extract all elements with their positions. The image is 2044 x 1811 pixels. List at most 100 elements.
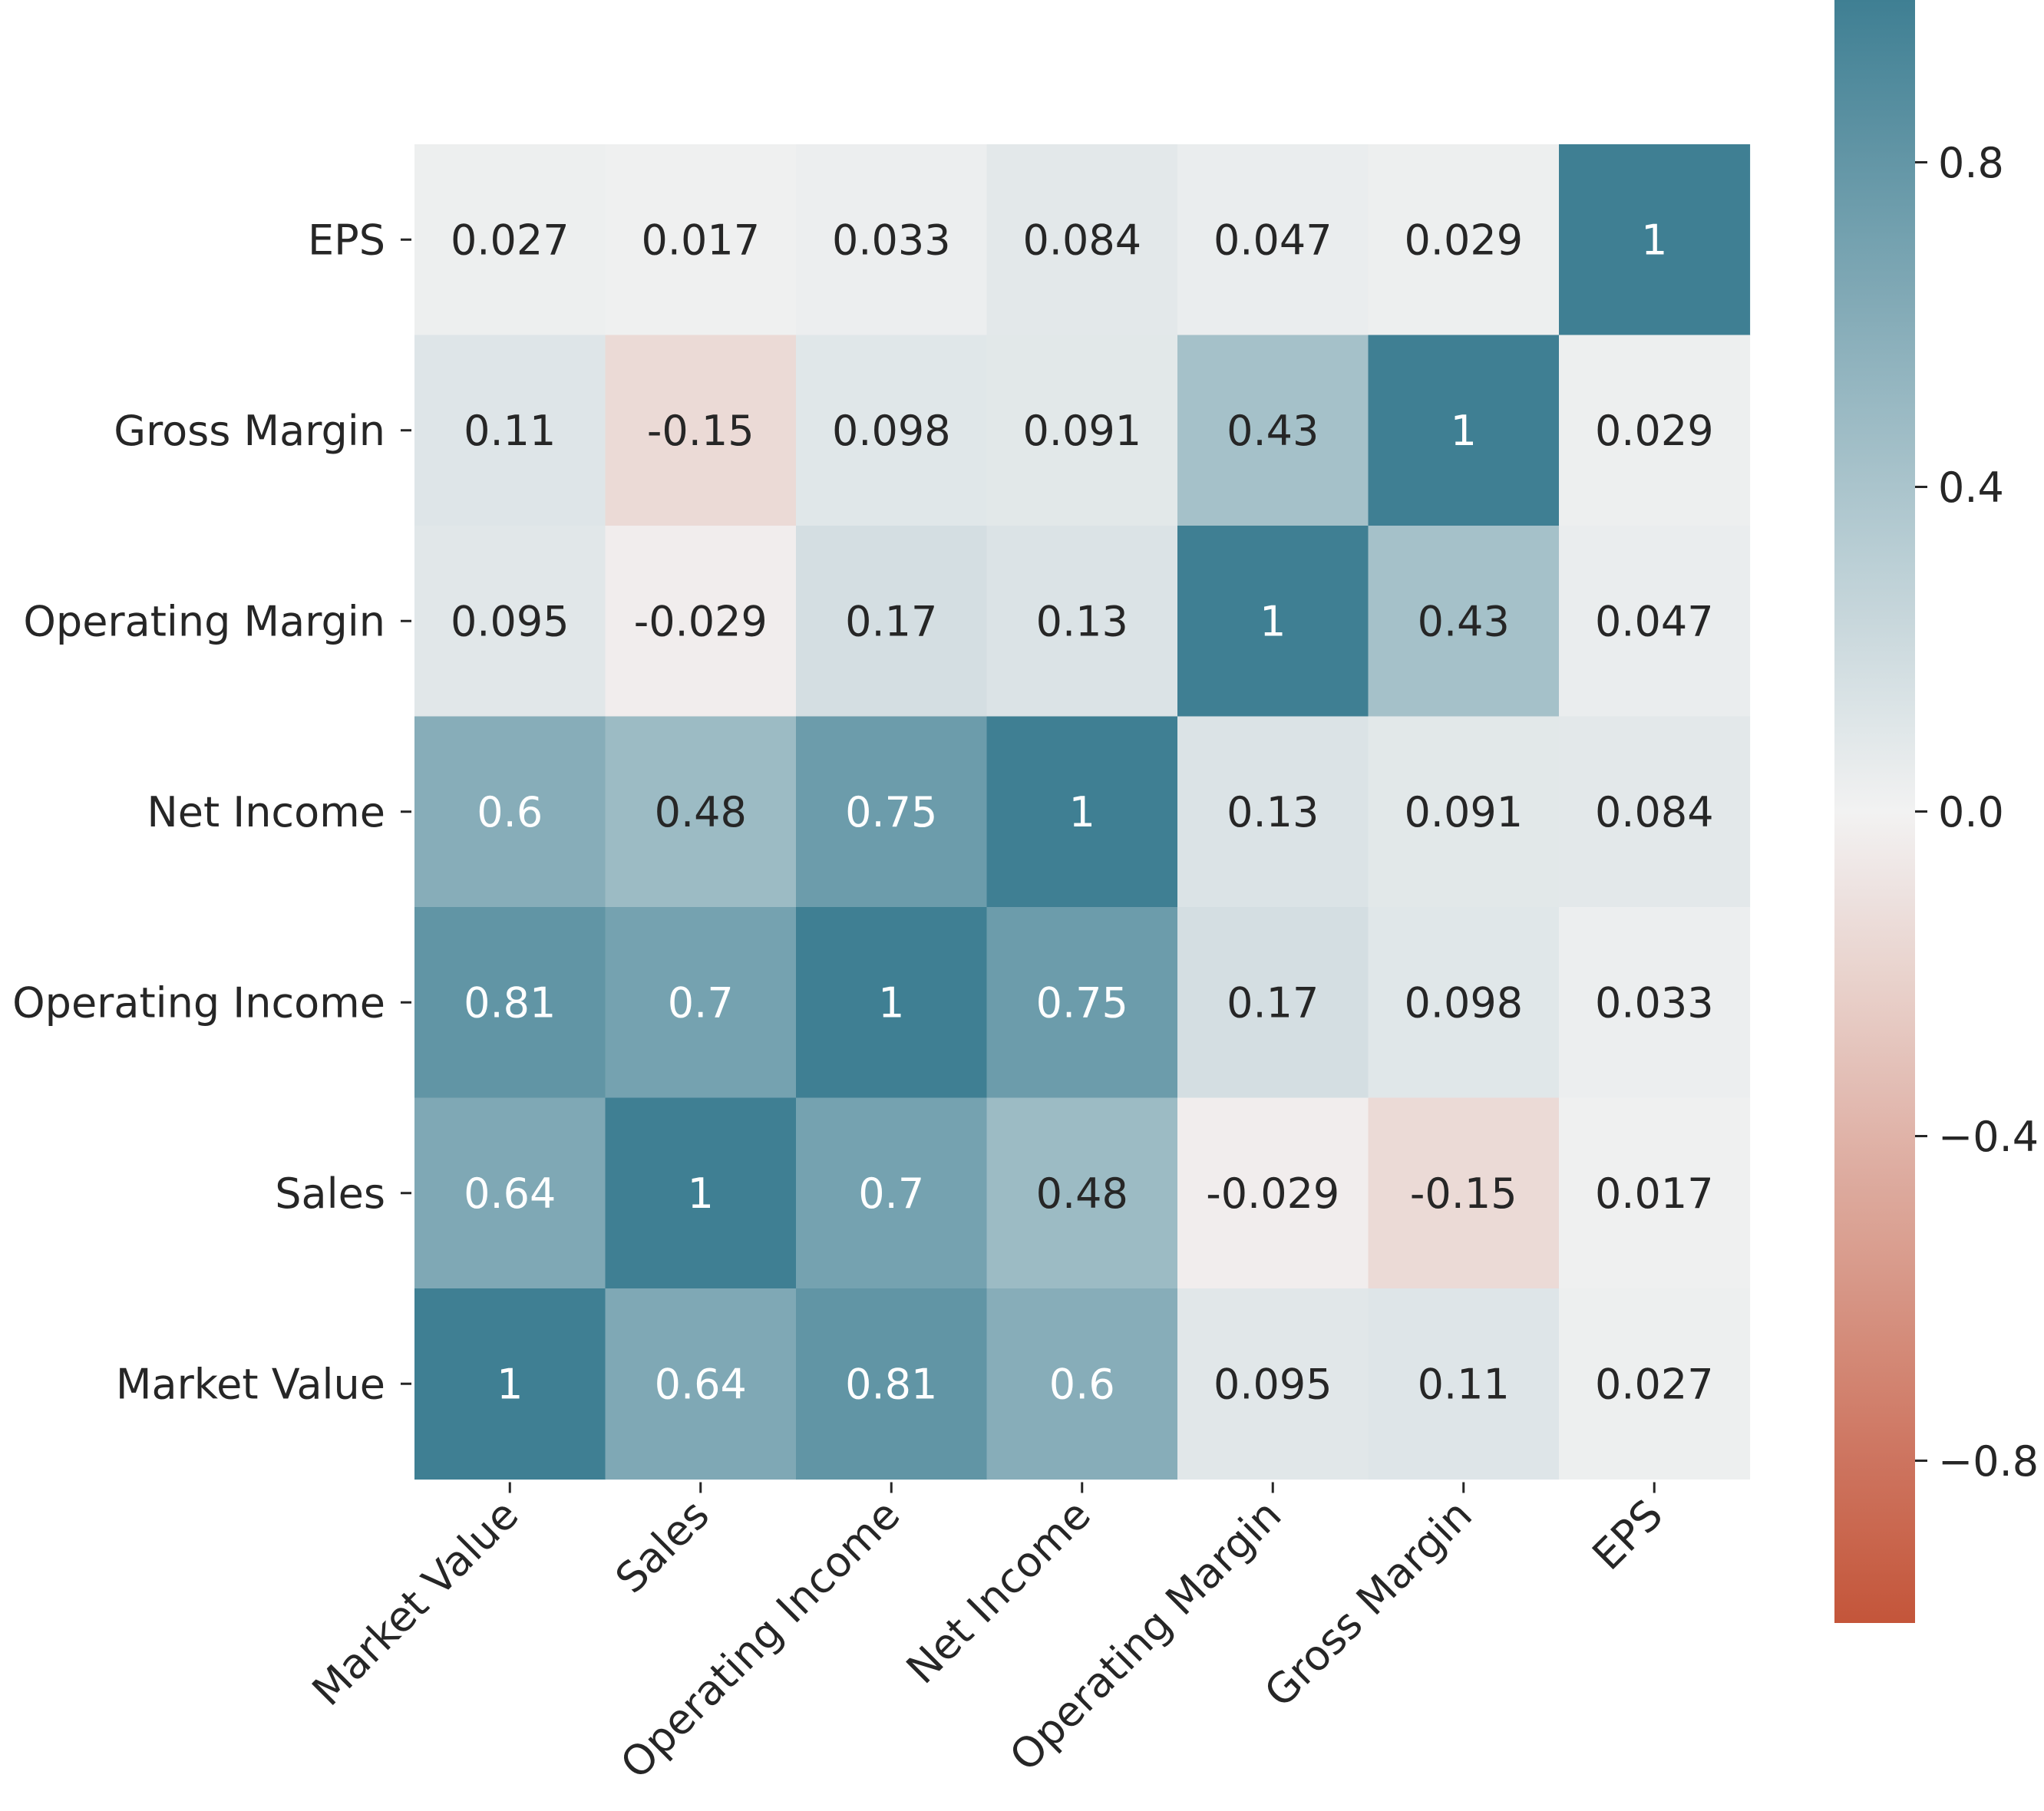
colorbar-tick-label: 0.4 bbox=[1938, 463, 2004, 512]
colorbar: 0.8 0.4 0.0 −0.4 −0.8 bbox=[1834, 0, 2039, 1623]
heatmap-cell bbox=[414, 907, 606, 1099]
cell-value-label: 0.17 bbox=[1227, 979, 1319, 1028]
heatmap-cell bbox=[1559, 907, 1751, 1099]
cell-value-label: 0.13 bbox=[1227, 788, 1319, 836]
cell-value-label: 0.033 bbox=[832, 216, 951, 265]
cell-value-label: 0.11 bbox=[1418, 1361, 1510, 1409]
colorbar-tick-label: 0.0 bbox=[1938, 788, 2004, 836]
heatmap-cell bbox=[986, 1097, 1178, 1289]
cell-value-label: 0.64 bbox=[655, 1361, 747, 1409]
cell-value-label: 0.084 bbox=[1022, 216, 1141, 265]
cell-value-label: 0.13 bbox=[1036, 598, 1128, 646]
heatmap-cell bbox=[1559, 144, 1751, 336]
y-tick-label: Operating Income bbox=[12, 979, 385, 1028]
cell-value-label: 0.17 bbox=[845, 598, 937, 646]
heatmap-cell bbox=[414, 335, 606, 526]
heatmap-cell bbox=[1177, 335, 1369, 526]
cell-value-label: 0.017 bbox=[641, 216, 760, 265]
cell-value-label: 0.64 bbox=[464, 1169, 556, 1218]
cell-value-label: 0.81 bbox=[464, 979, 556, 1028]
cell-value-label: 0.095 bbox=[1214, 1361, 1332, 1409]
heatmap-cell bbox=[414, 1097, 606, 1289]
heatmap-cell bbox=[1177, 144, 1369, 336]
colorbar-gradient bbox=[1834, 0, 1915, 1623]
cell-value-label: 0.095 bbox=[451, 598, 570, 646]
cell-value-label: 0.75 bbox=[845, 788, 937, 836]
heatmap-cell bbox=[796, 716, 988, 908]
heatmap-cell bbox=[605, 1097, 797, 1289]
colorbar-tick-label: 0.8 bbox=[1938, 139, 2004, 187]
heatmap-cell bbox=[1559, 526, 1751, 717]
heatmap-cell bbox=[986, 144, 1178, 336]
heatmap-cell bbox=[1177, 526, 1369, 717]
heatmap-cell bbox=[986, 526, 1178, 717]
heatmap-cell bbox=[1177, 1288, 1369, 1480]
cell-value-label: 0.48 bbox=[1036, 1169, 1128, 1218]
cell-value-label: -0.15 bbox=[647, 407, 755, 455]
cell-value-label: 0.7 bbox=[858, 1169, 924, 1218]
heatmap-cell bbox=[1559, 716, 1751, 908]
y-tick-label: Sales bbox=[275, 1169, 385, 1218]
y-tick-label: EPS bbox=[308, 216, 385, 265]
cell-value-label: 0.029 bbox=[1404, 216, 1523, 265]
cell-value-label: 0.029 bbox=[1595, 407, 1714, 455]
colorbar-tick-label: −0.8 bbox=[1938, 1437, 2039, 1486]
heatmap-cell bbox=[986, 716, 1178, 908]
heatmap-cell bbox=[1368, 1097, 1560, 1289]
cell-value-label: 0.091 bbox=[1022, 407, 1141, 455]
heatmap-cell bbox=[605, 144, 797, 336]
heatmap-cell bbox=[605, 335, 797, 526]
heatmap-cell bbox=[605, 526, 797, 717]
cell-value-label: 1 bbox=[1451, 407, 1477, 455]
heatmap-cell bbox=[1559, 1288, 1751, 1480]
cell-value-labels: 0.027 0.017 0.033 0.084 0.047 0.029 1 0.11 -0.15… bbox=[451, 216, 1714, 1409]
cell-value-label: 1 bbox=[1641, 216, 1667, 265]
cell-value-label: -0.029 bbox=[634, 598, 768, 646]
cell-value-label: 0.047 bbox=[1595, 598, 1714, 646]
heatmap-cell bbox=[414, 144, 606, 336]
heatmap-cell bbox=[796, 526, 988, 717]
heatmap-cell bbox=[796, 1288, 988, 1480]
cell-value-label: 1 bbox=[1069, 788, 1095, 836]
x-tick-label: EPS bbox=[1583, 1490, 1672, 1579]
heatmap-cell bbox=[605, 1288, 797, 1480]
heatmap-cell bbox=[1368, 716, 1560, 908]
x-tick-label: Market Value bbox=[303, 1490, 528, 1715]
cell-value-label: 0.027 bbox=[451, 216, 570, 265]
cell-value-label: -0.15 bbox=[1410, 1169, 1517, 1218]
heatmap-cell bbox=[414, 526, 606, 717]
heatmap-cell bbox=[605, 716, 797, 908]
heatmap-cell bbox=[796, 144, 988, 336]
cell-value-label: 0.6 bbox=[477, 788, 543, 836]
cell-value-label: 0.017 bbox=[1595, 1169, 1714, 1218]
y-tick-label: Market Value bbox=[116, 1361, 385, 1409]
heatmap-cell bbox=[796, 335, 988, 526]
x-tick-label: Sales bbox=[606, 1490, 718, 1602]
heatmap-cell bbox=[1177, 907, 1369, 1099]
cell-value-label: 0.027 bbox=[1595, 1361, 1714, 1409]
cell-value-label: 0.098 bbox=[1404, 979, 1523, 1028]
cell-value-label: 0.75 bbox=[1036, 979, 1128, 1028]
cell-value-label: 0.6 bbox=[1049, 1361, 1115, 1409]
heatmap-cell bbox=[796, 1097, 988, 1289]
heatmap-cell bbox=[986, 335, 1178, 526]
heatmap-cell bbox=[1177, 1097, 1369, 1289]
heatmap-cell bbox=[1559, 1097, 1751, 1289]
cell-value-label: 1 bbox=[878, 979, 904, 1028]
x-tick-label: Net Income bbox=[897, 1490, 1100, 1693]
colorbar-tick-label: −0.4 bbox=[1938, 1113, 2039, 1161]
cell-value-label: 0.091 bbox=[1404, 788, 1523, 836]
heatmap-cell bbox=[414, 1288, 606, 1480]
cell-value-label: 1 bbox=[1260, 598, 1286, 646]
heatmap-cell bbox=[986, 1288, 1178, 1480]
heatmap-cell bbox=[1368, 144, 1560, 336]
heatmap-cell bbox=[1177, 716, 1369, 908]
cell-value-label: 1 bbox=[497, 1361, 523, 1409]
heatmap-cell bbox=[414, 716, 606, 908]
cell-value-label: 1 bbox=[688, 1169, 714, 1218]
cell-value-label: 0.098 bbox=[832, 407, 951, 455]
y-tick-label: Gross Margin bbox=[114, 407, 385, 455]
y-tick-label: Operating Margin bbox=[23, 598, 385, 646]
cell-value-label: 0.48 bbox=[655, 788, 747, 836]
